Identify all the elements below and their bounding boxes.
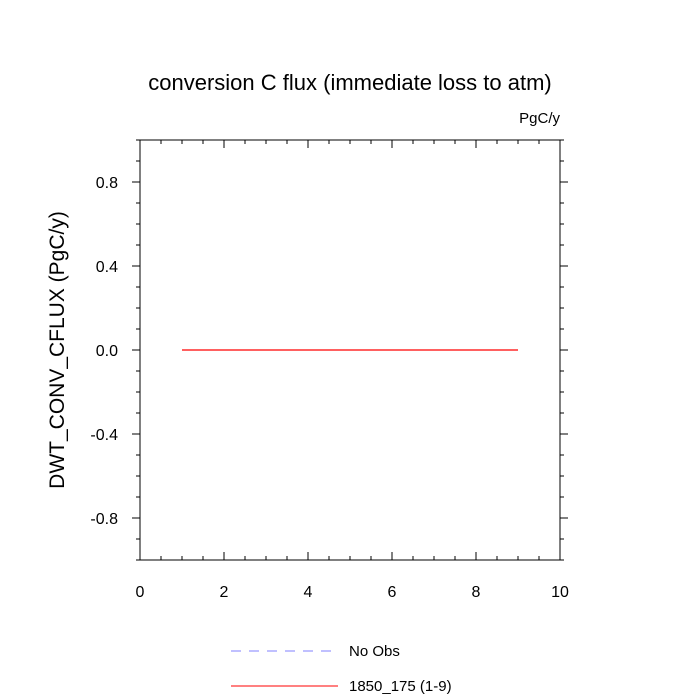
legend-label: 1850_175 (1-9): [349, 678, 452, 695]
legend-label: No Obs: [349, 643, 400, 660]
x-tick-label: 0: [136, 584, 145, 601]
x-tick-label: 8: [472, 584, 481, 601]
x-tick-label: 6: [388, 584, 397, 601]
chart-title: conversion C flux (immediate loss to atm…: [148, 70, 551, 95]
y-tick-label: 0.4: [96, 259, 118, 276]
units-label: PgC/y: [519, 110, 560, 127]
y-tick-label: 0.0: [96, 343, 118, 360]
y-axis-label: DWT_CONV_CFLUX (PgC/y): [46, 211, 69, 489]
y-tick-label: 0.8: [96, 175, 118, 192]
x-tick-label: 10: [551, 584, 569, 601]
y-tick-label: -0.8: [90, 511, 118, 528]
legend: No Obs 1850_175 (1-9): [231, 643, 452, 695]
axis-ticks: 0 2 4 6 8 10 -0.8 -0.4 0.0 0.4 0.8: [90, 139, 569, 601]
x-tick-label: 2: [220, 584, 229, 601]
y-tick-label: -0.4: [90, 427, 118, 444]
x-tick-label: 4: [304, 584, 313, 601]
